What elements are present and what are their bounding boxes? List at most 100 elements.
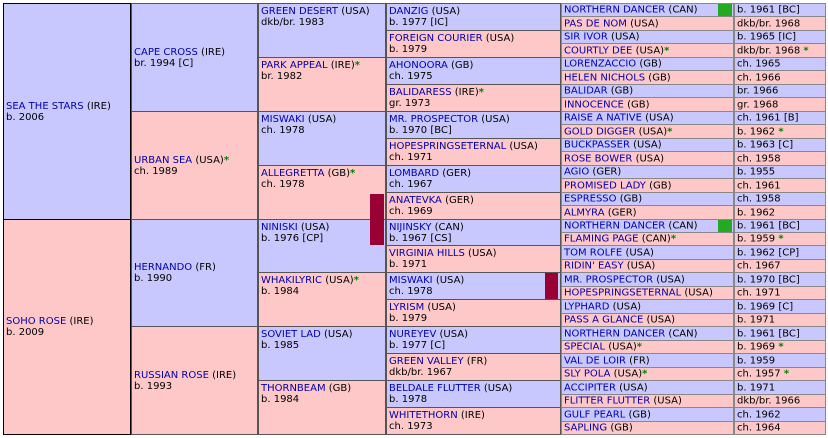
horse-name-link[interactable]: WHAKILYRIC	[261, 275, 322, 286]
horse-name-link[interactable]: HOPESPRINGSETERNAL	[389, 141, 507, 152]
horse-info: b. 1961 [BC]	[737, 4, 800, 16]
horse-name-link[interactable]: AHONOORA	[389, 60, 448, 71]
horse-name-link[interactable]: SEA THE STARS	[6, 100, 84, 112]
pedigree-cell-g5: INNOCENCE (GB)	[561, 97, 734, 112]
horse-name-link[interactable]: PAS DE NOM	[564, 18, 627, 29]
horse-name-link[interactable]: CAPE CROSS	[134, 46, 198, 58]
horse-name-link[interactable]: HERNANDO	[134, 262, 193, 273]
horse-entry: GREEN VALLEY (FR) dkb/br. 1967	[389, 356, 558, 378]
horse-name-link[interactable]: VIRGINIA HILLS	[389, 248, 465, 259]
horse-info: b. 1962	[737, 126, 776, 137]
pedigree-cell-g3: NINISKI (USA) b. 1976 [CP]	[258, 219, 386, 273]
horse-name-link[interactable]: MR. PROSPECTOR	[389, 114, 479, 125]
horse-entry: TOM ROLFE (USA)	[564, 247, 731, 258]
pedigree-cell-g4: GREEN VALLEY (FR) dkb/br. 1967	[386, 353, 561, 381]
horse-info: gr. 1973	[389, 98, 431, 109]
horse-name-link[interactable]: VAL DE LOIR	[564, 355, 626, 366]
horse-name-link[interactable]: ACCIPITER	[564, 382, 616, 393]
pedigree-cell-g5: AGIO (GER)	[561, 165, 734, 179]
horse-name-link[interactable]: PROMISED LADY	[564, 180, 646, 191]
horse-name-link[interactable]: GOLD DIGGER	[564, 126, 636, 137]
horse-info: b. 1971	[389, 259, 428, 270]
horse-entry: NUREYEV (USA) b. 1977 [C]	[389, 329, 558, 351]
horse-country: (USA)	[638, 126, 668, 137]
horse-name-link[interactable]: NIJINSKY	[389, 222, 432, 233]
inbreeding-star: *	[353, 275, 359, 286]
horse-name-link[interactable]: RUSSIAN ROSE	[134, 369, 209, 381]
horse-name-link[interactable]: COURTLY DEE	[564, 45, 633, 56]
horse-name-link[interactable]: TOM ROLFE	[564, 247, 623, 258]
horse-name-link[interactable]: SOVIET LAD	[261, 329, 321, 340]
horse-name-link[interactable]: NORTHERN DANCER	[564, 328, 666, 339]
horse-name-link[interactable]: INNOCENCE	[564, 99, 624, 110]
pedigree-cell-g2: RUSSIAN ROSE (IRE) b. 1993	[131, 326, 258, 435]
horse-name-link[interactable]: GULF PEARL	[564, 409, 626, 420]
horse-name-link[interactable]: DANZIG	[389, 6, 429, 17]
pedigree-cell-g4: WHITETHORN (IRE) ch. 1973	[386, 407, 561, 435]
horse-entry: PROMISED LADY (GB)	[564, 180, 731, 191]
inbreeding-marker-maroon	[370, 194, 384, 245]
horse-name-link[interactable]: FLAMING PAGE	[564, 233, 639, 245]
horse-country: (USA)	[431, 6, 461, 17]
horse-info: b. 1977 [C]	[389, 340, 446, 351]
horse-name-link[interactable]: HELEN NICHOLS	[564, 72, 646, 83]
horse-name-link[interactable]: MR. PROSPECTOR	[564, 274, 654, 285]
horse-name-link[interactable]: FOREIGN COURIER	[389, 33, 483, 44]
pedigree-cell-g4: BELDALE FLUTTER (USA) b. 1978	[386, 380, 561, 408]
pedigree-cell-g5: FLAMING PAGE (CAN)*	[561, 232, 734, 246]
horse-name-link[interactable]: PARK APPEAL	[261, 60, 328, 71]
horse-name-link[interactable]: NUREYEV	[389, 329, 437, 340]
horse-name-link[interactable]: LOMBARD	[389, 168, 440, 179]
horse-name-link[interactable]: RIDIN' EASY	[564, 260, 624, 272]
horse-name-link[interactable]: SIR IVOR	[564, 31, 608, 43]
horse-name-link[interactable]: AGIO	[564, 166, 590, 178]
horse-info: b. 1990	[134, 273, 173, 284]
horse-info-entry: b. 1962 [CP]	[737, 247, 823, 258]
pedigree-info-cell: ch. 1958	[734, 151, 826, 166]
horse-info-entry: b. 1959	[737, 355, 823, 366]
horse-name-link[interactable]: THORNBEAM	[261, 383, 326, 394]
horse-name-link[interactable]: SAPLING	[564, 422, 608, 434]
pedigree-cell-g4: DANZIG (USA) b. 1977 [IC]	[386, 3, 561, 31]
horse-name-link[interactable]: ANATEVKA	[389, 195, 442, 206]
horse-name-link[interactable]: ROSE BOWER	[564, 153, 633, 164]
horse-name-link[interactable]: SOHO ROSE	[6, 316, 67, 327]
horse-name-link[interactable]: ESPRESSO	[564, 193, 617, 205]
horse-name-link[interactable]: ALLEGRETTA	[261, 168, 325, 179]
horse-name-link[interactable]: FLITTER FLUTTER	[564, 395, 651, 407]
horse-country: (GB)	[610, 85, 634, 97]
horse-name-link[interactable]: LYPHARD	[564, 301, 610, 312]
horse-name-link[interactable]: GREEN VALLEY	[389, 356, 464, 367]
horse-country: (IRE)	[86, 100, 111, 112]
horse-entry: ACCIPITER (USA)	[564, 382, 731, 393]
horse-info-entry: ch. 1958	[737, 194, 823, 205]
horse-name-link[interactable]: BELDALE FLUTTER	[389, 383, 481, 394]
horse-name-link[interactable]: MISWAKI	[389, 275, 433, 286]
horse-name-link[interactable]: URBAN SEA	[134, 154, 193, 166]
horse-name-link[interactable]: BALIDAR	[564, 85, 608, 97]
pedigree-info-cell: dkb/br. 1968 *	[734, 43, 826, 58]
horse-country: (USA)	[684, 287, 713, 299]
pedigree-cell-g5: HELEN NICHOLS (GB)	[561, 70, 734, 85]
horse-name-link[interactable]: NORTHERN DANCER	[564, 4, 666, 16]
horse-name-link[interactable]: LORENZACCIO	[564, 58, 637, 70]
horse-country: (IRE)	[454, 87, 479, 98]
pedigree-cell-g2: HERNANDO (FR) b. 1990	[131, 219, 258, 327]
horse-name-link[interactable]: HOPESPRINGSETERNAL	[564, 287, 682, 299]
horse-name-link[interactable]: NINISKI	[261, 222, 298, 233]
horse-name-link[interactable]: ALMYRA	[564, 207, 605, 218]
horse-name-link[interactable]: BUCKPASSER	[564, 139, 630, 151]
horse-name-link[interactable]: GREEN DESERT	[261, 6, 339, 17]
horse-name-link[interactable]: SPECIAL	[564, 341, 606, 353]
horse-name-link[interactable]: SLY POLA	[564, 368, 611, 380]
horse-name-link[interactable]: WHITETHORN	[389, 410, 458, 421]
horse-name-link[interactable]: NORTHERN DANCER	[564, 220, 666, 232]
pedigree-info-cell: ch. 1958	[734, 192, 826, 206]
horse-entry: NINISKI (USA) b. 1976 [CP]	[261, 222, 383, 244]
horse-name-link[interactable]: BALIDARESS	[389, 87, 452, 98]
horse-name-link[interactable]: PASS A GLANCE	[564, 314, 644, 326]
horse-name-link[interactable]: MISWAKI	[261, 114, 305, 125]
horse-name-link[interactable]: RAISE A NATIVE	[564, 112, 642, 124]
horse-country: (FR)	[195, 262, 216, 273]
horse-name-link[interactable]: LYRISM	[389, 302, 425, 313]
